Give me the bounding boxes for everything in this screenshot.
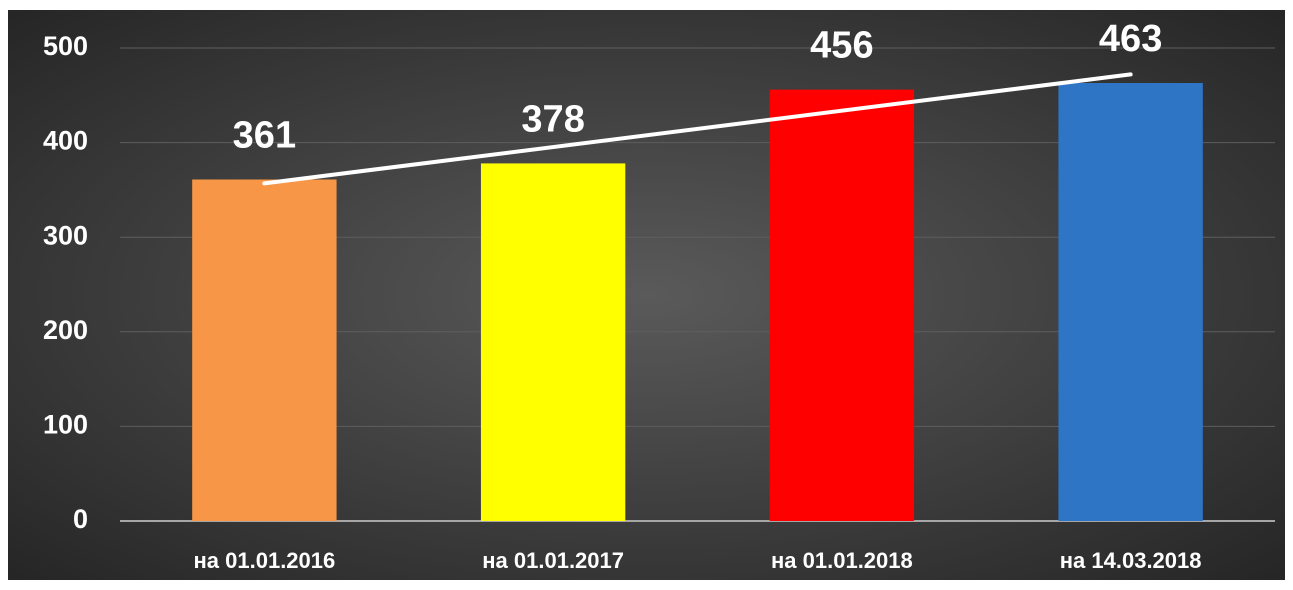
y-tick-label: 0 bbox=[73, 504, 88, 534]
y-tick-label: 300 bbox=[43, 220, 88, 250]
data-label: 456 bbox=[810, 25, 873, 67]
y-tick-label: 200 bbox=[43, 315, 88, 345]
x-tick-label: на 14.03.2018 bbox=[1060, 548, 1202, 573]
y-tick-label: 100 bbox=[43, 410, 88, 440]
bar bbox=[769, 89, 915, 522]
trendline bbox=[262, 72, 1133, 186]
data-label: 378 bbox=[521, 98, 584, 140]
bar bbox=[192, 179, 337, 521]
x-tick-label: на 01.01.2018 bbox=[771, 548, 913, 573]
bar bbox=[480, 163, 626, 522]
data-label: 463 bbox=[1099, 18, 1162, 60]
y-tick-label: 500 bbox=[43, 31, 88, 61]
y-tick-label: 400 bbox=[43, 126, 88, 156]
data-label: 361 bbox=[233, 115, 296, 157]
x-tick-label: на 01.01.2016 bbox=[194, 548, 336, 573]
bar bbox=[1058, 83, 1203, 521]
x-tick-label: на 01.01.2017 bbox=[482, 548, 624, 573]
